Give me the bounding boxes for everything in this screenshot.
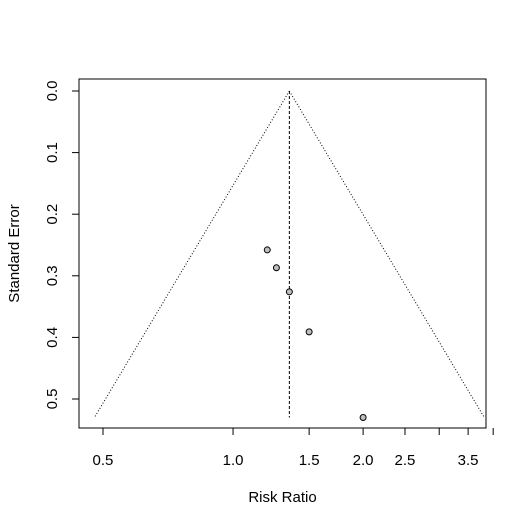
- y-tick-label: 0.5: [44, 389, 61, 410]
- data-point-1: [263, 246, 271, 254]
- x-tick-label: 3.5: [458, 452, 479, 469]
- x-tick-label: 2.0: [353, 452, 374, 469]
- x-tick-label: 1.5: [299, 452, 320, 469]
- plot-box: [78, 78, 487, 429]
- x-tick-label: 1.0: [223, 452, 244, 469]
- x-axis-title: Risk Ratio: [248, 489, 316, 506]
- funnel-left-line: [94, 90, 290, 418]
- y-tick-label: 0.4: [44, 327, 61, 348]
- data-point-5: [359, 413, 367, 421]
- x-tick-label: 0.5: [93, 452, 114, 469]
- y-tick-label: 0.3: [44, 265, 61, 286]
- data-point-2: [272, 264, 280, 272]
- funnel-right-line: [288, 90, 485, 418]
- data-point-4: [305, 328, 313, 336]
- y-tick-label: 0.1: [44, 142, 61, 163]
- y-axis-title: Standard Error: [6, 204, 23, 302]
- y-tick-label: 0.2: [44, 204, 61, 225]
- data-point-3: [285, 288, 293, 296]
- x-tick-label: 2.5: [395, 452, 416, 469]
- y-tick-label: 0.0: [44, 81, 61, 102]
